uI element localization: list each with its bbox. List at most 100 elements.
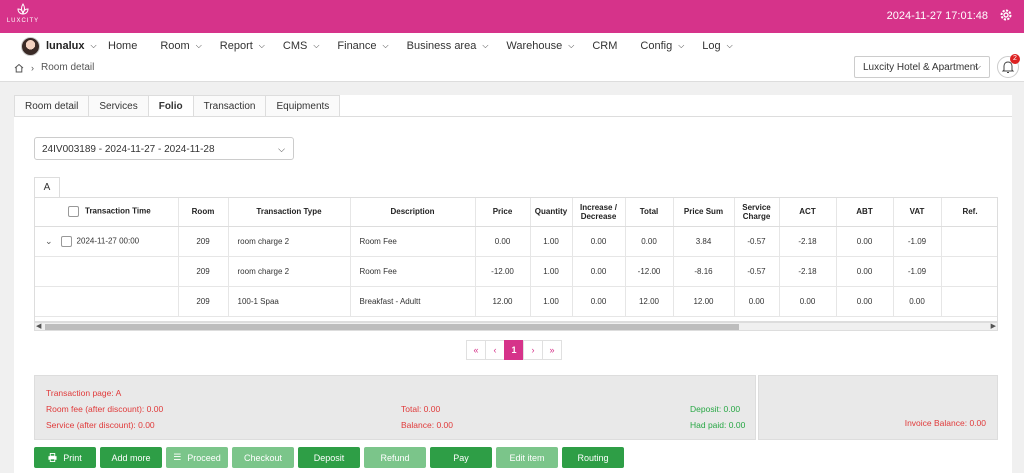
menu-config[interactable]: Config ⌵ — [640, 40, 684, 52]
col-increase-decrease: Increase / Decrease — [572, 198, 626, 227]
chevron-down-icon: ⌵ — [568, 41, 575, 50]
add-more-button[interactable]: Add more — [100, 447, 162, 468]
print-button[interactable]: Print — [34, 447, 96, 468]
menu-label: Home — [108, 40, 138, 52]
cell-vat: -1.09 — [893, 256, 942, 287]
first-page-button[interactable]: « — [466, 340, 486, 360]
cell-abt: 0.00 — [836, 226, 894, 257]
menu-home[interactable]: Home — [108, 40, 137, 52]
chevron-down-icon: ⌵ — [90, 41, 97, 50]
cell-room: 209 — [178, 256, 229, 287]
header-datetime: 2024-11-27 17:01:48 — [886, 10, 988, 22]
notification-button[interactable]: 2 — [997, 54, 1020, 78]
room-fee-label: Room fee (after discount): 0.00 — [46, 404, 164, 414]
pay-button[interactable]: Pay — [430, 447, 492, 468]
cell-act: -2.18 — [779, 256, 837, 287]
tab-room-detail[interactable]: Room detail — [14, 95, 90, 117]
printer-icon — [48, 453, 57, 462]
menu-crm[interactable]: CRM — [592, 40, 617, 52]
last-page-button[interactable]: » — [542, 340, 562, 360]
menu-room[interactable]: Room ⌵ — [160, 40, 201, 52]
tab-services[interactable]: Services — [88, 95, 149, 117]
routing-button[interactable]: Routing — [562, 447, 624, 468]
main-nav: lunalux ⌵ Home Room ⌵ Report ⌵ CMS ⌵ Financ… — [0, 33, 1024, 59]
menu-label: Log — [702, 40, 721, 52]
scrollbar-thumb[interactable] — [45, 324, 739, 330]
proceed-button[interactable]: ☰ Proceed — [166, 447, 228, 468]
gear-icon[interactable] — [998, 7, 1014, 23]
home-icon[interactable] — [14, 63, 24, 73]
avatar — [21, 36, 40, 56]
tab-equipments[interactable]: Equipments — [265, 95, 341, 117]
menu-log[interactable]: Log ⌵ — [702, 40, 732, 52]
menu-warehouse[interactable]: Warehouse ⌵ — [506, 40, 574, 52]
table-header-row: Transaction Time Room Transaction Type D… — [35, 198, 997, 227]
cell-ref — [941, 226, 997, 257]
menu-label: Report — [219, 40, 253, 52]
checkout-button[interactable]: Checkout — [232, 447, 294, 468]
scroll-left-icon[interactable]: ◀ — [36, 323, 42, 330]
cell-total: 12.00 — [625, 286, 674, 317]
cell-text: 2024-11-27 00:00 — [76, 236, 140, 246]
cell-quantity: 1.00 — [530, 256, 573, 287]
col-transaction-time[interactable]: Transaction Time — [35, 198, 179, 227]
chevron-down-icon: ⌵ — [482, 41, 489, 50]
prev-page-button[interactable]: ‹ — [485, 340, 505, 360]
cell-transaction-type: 100-1 Spaa — [228, 286, 351, 317]
menu-business-area[interactable]: Business area ⌵ — [407, 40, 489, 52]
chevron-down-icon: ⌵ — [726, 41, 733, 50]
cell-price-sum: 12.00 — [673, 286, 735, 317]
brand-name: LUXCITY — [6, 18, 40, 24]
table-row[interactable]: 209 100-1 Spaa Breakfast - Adultt 12.00 … — [35, 286, 997, 317]
scroll-right-icon[interactable]: ▶ — [990, 323, 996, 330]
cell-transaction-time: ⌄ 2024-11-27 00:00 — [35, 226, 179, 257]
table-row[interactable]: 209 room charge 2 Room Fee -12.00 1.00 0… — [35, 256, 997, 287]
horizontal-scrollbar[interactable]: ◀ ▶ — [34, 322, 998, 331]
top-bar: LUXCITY 2024-11-27 17:01:48 — [0, 0, 1024, 33]
button-label: Proceed — [187, 452, 221, 463]
select-all-checkbox[interactable] — [68, 206, 79, 218]
menu-cms[interactable]: CMS ⌵ — [283, 40, 320, 52]
col-abt: ABT — [836, 198, 894, 227]
menu-report[interactable]: Report ⌵ — [220, 40, 265, 52]
menu-finance[interactable]: Finance ⌵ — [337, 40, 388, 52]
menu-label: Config — [640, 40, 673, 52]
cell-transaction-type: room charge 2 — [228, 256, 351, 287]
row-checkbox[interactable] — [60, 235, 72, 247]
cell-ref — [941, 256, 997, 287]
next-page-button[interactable]: › — [523, 340, 543, 360]
cell-price: 0.00 — [475, 226, 531, 257]
refund-button[interactable]: Refund — [364, 447, 426, 468]
col-act: ACT — [779, 198, 837, 227]
bell-icon — [1001, 61, 1015, 73]
room-detail-panel: Room detail Services Folio Transaction E… — [14, 95, 1012, 473]
chevron-down-icon: ⌵ — [195, 41, 202, 50]
menu-label: Business area — [406, 40, 477, 52]
list-icon: ☰ — [173, 452, 182, 462]
cell-transaction-time — [35, 256, 179, 287]
transaction-page-label: Transaction page: A — [46, 388, 122, 398]
tab-folio[interactable]: Folio — [147, 95, 194, 117]
balance-label: Balance: 0.00 — [401, 420, 453, 430]
cell-increase-decrease: 0.00 — [572, 286, 626, 317]
folio-select[interactable]: 24IV003189 - 2024-11-27 - 2024-11-28 ⌵ — [34, 137, 294, 160]
luxcity-logo[interactable]: LUXCITY — [6, 3, 40, 30]
breadcrumb-current: Room detail — [41, 62, 95, 73]
expand-row-icon[interactable]: ⌄ — [45, 235, 53, 246]
cell-price-sum: 3.84 — [673, 226, 735, 257]
folio-select-value: 24IV003189 - 2024-11-27 - 2024-11-28 — [42, 144, 215, 155]
cell-increase-decrease: 0.00 — [572, 256, 626, 287]
cell-price: -12.00 — [475, 256, 531, 287]
transaction-table: Transaction Time Room Transaction Type D… — [34, 197, 998, 322]
deposit-button[interactable]: Deposit — [298, 447, 360, 468]
tab-transaction[interactable]: Transaction — [192, 95, 267, 117]
cell-transaction-time — [35, 286, 179, 317]
edit-item-button[interactable]: Edit item — [496, 447, 558, 468]
page-1-button[interactable]: 1 — [504, 340, 524, 360]
user-menu[interactable]: lunalux ⌵ — [21, 36, 97, 56]
cell-act: -2.18 — [779, 226, 837, 257]
table-row[interactable]: ⌄ 2024-11-27 00:00 209 room charge 2 Room… — [35, 226, 997, 257]
hotel-select[interactable]: Luxcity Hotel & Apartment ⌵ — [854, 56, 990, 78]
breadcrumb: › Room detail — [14, 62, 94, 73]
transaction-page-tab[interactable]: A — [34, 177, 60, 197]
